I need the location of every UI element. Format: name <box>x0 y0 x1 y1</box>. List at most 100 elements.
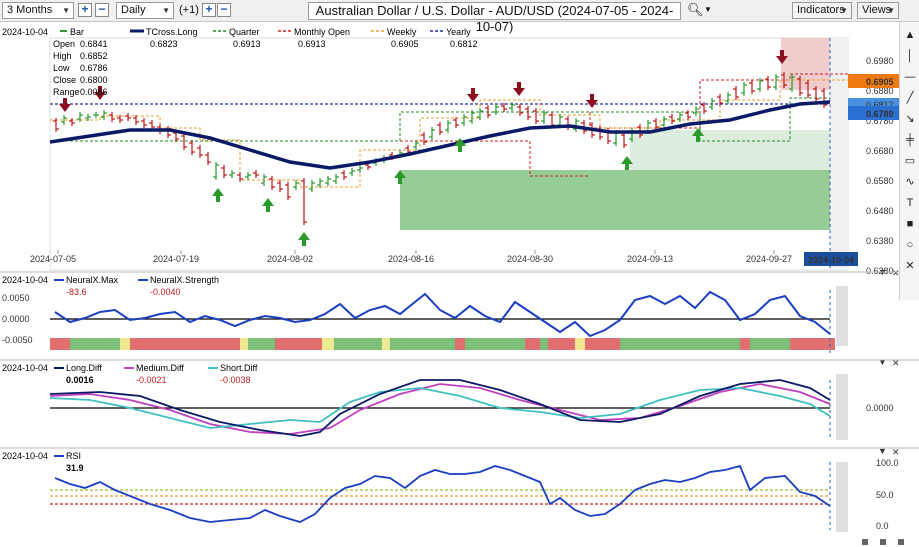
sell-arrow-icon <box>513 82 525 96</box>
add-button[interactable]: + <box>202 3 216 17</box>
legend-name: Yearly <box>446 27 471 37</box>
bearish-candle <box>533 108 539 124</box>
neural-strength-line <box>54 290 831 338</box>
interval-select[interactable]: Daily ▼ <box>116 2 174 19</box>
current-date-tag <box>804 252 858 266</box>
neural-signal-bar <box>50 338 70 350</box>
neural-tick-label: 0.0050 <box>2 293 30 303</box>
diff-date: 2024-10-04 <box>2 363 48 373</box>
text-icon[interactable]: T <box>906 197 914 209</box>
fib-icon[interactable]: ↘ <box>905 113 915 125</box>
bullish-candle <box>245 172 251 180</box>
neural-signal-bar <box>750 338 790 350</box>
close-icon[interactable]: ✕ <box>905 260 915 272</box>
bullish-candle <box>477 108 483 120</box>
y-tick-label: 0.6380 <box>866 236 894 246</box>
pane-menu-icon: ▼ <box>878 357 887 367</box>
tcross-long-line <box>49 100 831 170</box>
symbol-title[interactable]: Australian Dollar / U.S. Dollar - AUD/US… <box>308 2 681 34</box>
search-icon[interactable]: 🔍︎ <box>687 2 704 17</box>
bullish-candle <box>677 112 683 122</box>
zoom-in-button[interactable]: + <box>78 3 92 17</box>
neural-tick-label: 0.0000 <box>2 314 30 324</box>
bearish-candle <box>685 110 691 120</box>
neural-signal-bar <box>548 338 575 350</box>
neural-max-name: NeuralX.Max <box>66 275 119 285</box>
neural-signal-bar <box>455 338 465 350</box>
square-icon[interactable]: ■ <box>906 218 914 230</box>
bearish-candle <box>501 103 507 112</box>
chevron-down-icon: ▼ <box>840 6 848 15</box>
bearish-candle <box>301 178 307 225</box>
bullish-candle <box>429 127 435 140</box>
x-tick-label: 2024-08-02 <box>267 254 313 264</box>
sell-arrow-icon <box>467 88 479 102</box>
neural-signal-bar <box>248 338 275 350</box>
sell-arrow-icon <box>94 86 106 100</box>
hline-icon[interactable]: — <box>904 71 916 83</box>
resize-grip-icon <box>880 539 886 545</box>
neural-strength-name: NeuralX.Strength <box>150 275 219 285</box>
legend-value: 0.6812 <box>450 39 478 49</box>
neural-strength-value: -0.0040 <box>150 287 181 297</box>
ohlc-label: High <box>53 51 72 61</box>
rsi-tick-label: 0.0 <box>876 521 889 531</box>
period-select[interactable]: 3 Months ▼ <box>2 2 74 19</box>
legend-name: Weekly <box>387 27 417 37</box>
bearish-candle <box>117 115 123 123</box>
bullish-candle <box>693 106 699 116</box>
neural-date: 2024-10-04 <box>2 275 48 285</box>
x-tick-label: 2024-07-05 <box>30 254 76 264</box>
up-icon[interactable]: ▲ <box>904 29 916 41</box>
bullish-candle <box>541 110 547 124</box>
bullish-candle <box>93 112 99 118</box>
curve-icon[interactable]: ∿ <box>905 176 915 188</box>
price-tag-blue-text: 0.6789 <box>866 109 894 119</box>
main-date: 2024-10-04 <box>2 27 48 37</box>
bullish-candle <box>293 180 299 190</box>
bullish-candle <box>509 102 515 111</box>
bearish-candle <box>285 182 291 200</box>
diff-tick-label: 0.0000 <box>866 403 894 413</box>
legend-name: TCross.Long <box>146 27 198 37</box>
ohlc-label: Range <box>53 87 80 97</box>
circle-icon[interactable]: ○ <box>906 239 914 251</box>
pane-close-icon: ✕ <box>892 268 900 278</box>
bullish-candle <box>85 114 91 121</box>
bullish-candle <box>101 110 107 120</box>
trend-icon[interactable]: ╱ <box>906 92 914 104</box>
neural-signal-bar <box>275 338 322 350</box>
bullish-candle <box>261 174 267 186</box>
cross-icon[interactable]: ╪ <box>906 134 914 146</box>
bullish-candle <box>349 168 355 176</box>
remove-button[interactable]: − <box>217 3 231 17</box>
zoom-out-button[interactable]: − <box>95 3 109 17</box>
ohlc-value: 0.6852 <box>80 51 108 61</box>
bearish-candle <box>797 76 803 96</box>
bullish-candle <box>309 180 315 192</box>
bullish-candle <box>709 98 715 110</box>
ohlc-label: Open <box>53 39 75 49</box>
rect-icon[interactable]: ▭ <box>904 155 916 167</box>
line-icon[interactable]: │ <box>906 50 914 62</box>
neural-max-value: -83.6 <box>66 287 87 297</box>
indicators-button[interactable]: Indicators ▼ <box>792 2 852 19</box>
pane-close-icon: ✕ <box>892 358 900 368</box>
bullish-candle <box>773 74 779 90</box>
interval-offset: (+1) <box>179 4 199 16</box>
neural-tick-label: -0.0050 <box>2 335 33 345</box>
sell-arrow-icon <box>776 50 788 64</box>
y-tick-label: 0.6480 <box>866 206 894 216</box>
views-button[interactable]: Views ▼ <box>857 2 899 19</box>
bearish-candle <box>109 112 115 122</box>
neural-signal-bar <box>120 338 130 350</box>
buy-arrow-icon <box>454 138 466 152</box>
bullish-candle <box>77 112 83 122</box>
y-tick-label: 0.6880 <box>866 86 894 96</box>
chevron-down-icon: ▼ <box>887 6 895 15</box>
chevron-down-icon[interactable]: ▼ <box>704 5 712 14</box>
chevron-down-icon: ▼ <box>162 6 170 15</box>
neural-signal-bar <box>585 338 620 350</box>
bearish-candle <box>485 105 491 118</box>
